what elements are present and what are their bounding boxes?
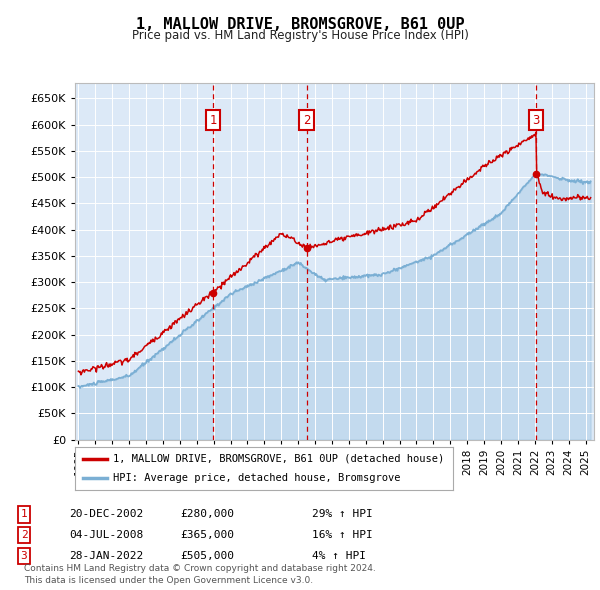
Text: HPI: Average price, detached house, Bromsgrove: HPI: Average price, detached house, Brom… [113, 473, 400, 483]
Text: 1: 1 [20, 510, 28, 519]
Text: 04-JUL-2008: 04-JUL-2008 [69, 530, 143, 540]
Text: £505,000: £505,000 [180, 551, 234, 560]
Text: 1, MALLOW DRIVE, BROMSGROVE, B61 0UP: 1, MALLOW DRIVE, BROMSGROVE, B61 0UP [136, 17, 464, 31]
Text: 3: 3 [532, 114, 540, 127]
Text: 28-JAN-2022: 28-JAN-2022 [69, 551, 143, 560]
Text: Contains HM Land Registry data © Crown copyright and database right 2024.
This d: Contains HM Land Registry data © Crown c… [24, 564, 376, 585]
Text: £365,000: £365,000 [180, 530, 234, 540]
Text: 29% ↑ HPI: 29% ↑ HPI [312, 510, 373, 519]
Text: £280,000: £280,000 [180, 510, 234, 519]
Text: 16% ↑ HPI: 16% ↑ HPI [312, 530, 373, 540]
Text: 2: 2 [20, 530, 28, 540]
Text: 4% ↑ HPI: 4% ↑ HPI [312, 551, 366, 560]
Text: 1: 1 [209, 114, 217, 127]
Text: 1, MALLOW DRIVE, BROMSGROVE, B61 0UP (detached house): 1, MALLOW DRIVE, BROMSGROVE, B61 0UP (de… [113, 454, 444, 464]
Text: Price paid vs. HM Land Registry's House Price Index (HPI): Price paid vs. HM Land Registry's House … [131, 30, 469, 42]
Text: 20-DEC-2002: 20-DEC-2002 [69, 510, 143, 519]
Text: 2: 2 [303, 114, 311, 127]
Text: 3: 3 [20, 551, 28, 560]
